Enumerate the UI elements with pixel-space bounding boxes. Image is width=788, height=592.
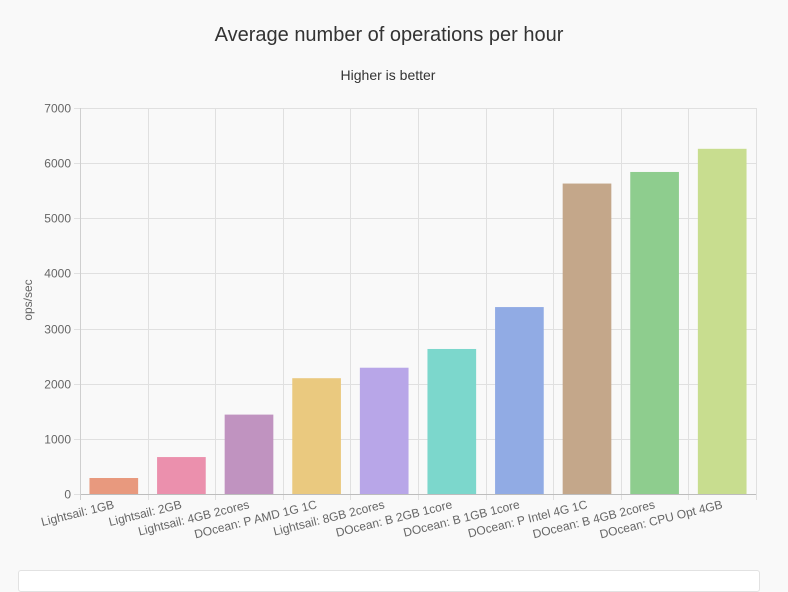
bar[interactable] xyxy=(697,148,747,494)
x-tick-label: Lightsail: 1GB xyxy=(40,497,116,529)
y-axis-label: ops/sec xyxy=(21,279,35,320)
chart-container: Average number of operations per hour Hi… xyxy=(18,24,760,592)
chart-subtitle: Higher is better xyxy=(341,67,436,83)
y-tick-label: 5000 xyxy=(44,212,71,226)
bar[interactable] xyxy=(224,414,274,494)
bar-chart: Average number of operations per hour Hi… xyxy=(21,24,757,541)
grid-lines xyxy=(74,108,757,500)
y-tick-label: 4000 xyxy=(44,267,71,281)
bar[interactable] xyxy=(359,367,409,494)
bar[interactable] xyxy=(157,457,206,494)
y-tick-label: 6000 xyxy=(44,157,71,171)
bar[interactable] xyxy=(562,183,612,494)
bar[interactable] xyxy=(495,307,544,494)
bar[interactable] xyxy=(630,171,679,495)
chart-title: Average number of operations per hour xyxy=(215,24,564,46)
y-tick-label: 0 xyxy=(64,488,71,502)
y-tick-label: 2000 xyxy=(44,378,71,392)
y-tick-label: 1000 xyxy=(44,433,71,447)
bar[interactable] xyxy=(89,478,139,494)
bar[interactable] xyxy=(427,348,477,494)
axes xyxy=(80,108,756,500)
y-tick-label: 7000 xyxy=(44,102,71,116)
y-tick-labels: 0 1000 2000 3000 4000 5000 6000 7000 xyxy=(44,102,71,502)
bottom-panel xyxy=(18,570,760,592)
y-tick-label: 3000 xyxy=(44,323,71,337)
bars xyxy=(89,148,747,495)
bar[interactable] xyxy=(292,378,341,494)
